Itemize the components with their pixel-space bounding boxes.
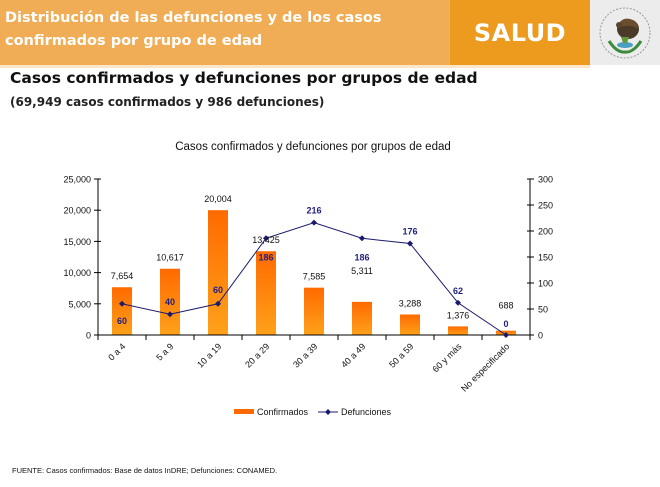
bar-value-label: 20,004 [204, 194, 232, 204]
right-axis-tick-label: 300 [538, 175, 553, 185]
bar-confirmados [256, 251, 276, 335]
bar-value-label: 1,376 [447, 310, 470, 320]
mexican-coat-of-arms-icon [599, 7, 651, 58]
x-category-label: 30 a 39 [291, 341, 319, 369]
x-category-label: 5 a 9 [154, 341, 175, 362]
left-axis-tick-label: 5,000 [68, 299, 91, 309]
bar-confirmados [112, 287, 132, 335]
chart-title: Casos confirmados y defunciones por grup… [175, 141, 451, 153]
bar-value-label: 10,617 [156, 253, 184, 263]
right-axis-tick-label: 150 [538, 253, 553, 263]
legend-label-defunciones: Defunciones [341, 407, 392, 417]
marker-defunciones [359, 235, 365, 242]
section-title: Casos confirmados y defunciones por grup… [10, 69, 478, 87]
legend-label-confirmados: Confirmados [257, 407, 309, 417]
bar-confirmados [448, 326, 468, 335]
left-axis-tick-label: 15,000 [63, 237, 91, 247]
marker-defunciones [215, 300, 221, 307]
x-category-label: 50 a 59 [387, 341, 415, 369]
left-axis-tick-label: 25,000 [63, 175, 91, 185]
bar-value-label: 688 [498, 301, 513, 311]
x-category-label: 40 a 49 [339, 341, 367, 369]
left-axis-tick-label: 0 [86, 331, 91, 341]
line-value-label: 216 [306, 206, 321, 216]
right-axis-tick-label: 0 [538, 331, 543, 341]
x-category-label: 0 a 4 [106, 341, 127, 362]
legend: Confirmados Defunciones [234, 407, 392, 417]
line-value-label: 62 [453, 286, 463, 296]
line-value-label: 176 [402, 226, 417, 236]
source-footnote: FUENTE: Casos confirmados: Base de datos… [12, 466, 278, 475]
bar-confirmados [352, 301, 372, 335]
bar-confirmados [400, 314, 420, 335]
header-underline [0, 65, 590, 68]
marker-defunciones [503, 332, 509, 338]
marker-defunciones [311, 219, 317, 226]
legend-marker-defunciones [325, 409, 331, 415]
header-brand-band: SALUD [450, 0, 590, 65]
logo-area [590, 0, 660, 65]
line-value-label: 60 [213, 285, 223, 295]
line-value-label: 0 [503, 319, 508, 329]
line-value-label: 186 [258, 252, 273, 262]
header-title: Distribución de las defunciones y de los… [5, 10, 382, 49]
header: Distribución de las defunciones y de los… [0, 0, 660, 65]
header-title-band: Distribución de las defunciones y de los… [0, 0, 450, 65]
right-axis-tick-label: 100 [538, 279, 553, 289]
bar-confirmados [304, 287, 324, 335]
right-axis-tick-label: 200 [538, 227, 553, 237]
bar-confirmados [160, 268, 180, 335]
bar-value-label: 7,585 [303, 272, 326, 282]
right-axis-tick-label: 50 [538, 305, 548, 315]
legend-swatch-confirmados [234, 409, 254, 414]
bar-value-label: 7,654 [111, 271, 134, 281]
x-category-label: 20 a 29 [243, 341, 271, 369]
x-category-label: 10 a 19 [195, 341, 223, 369]
marker-defunciones [167, 311, 173, 318]
left-axis-tick-label: 20,000 [63, 206, 91, 216]
left-axis-tick-label: 10,000 [63, 268, 91, 278]
right-axis-tick-label: 250 [538, 201, 553, 211]
bar-value-label: 13,425 [252, 235, 280, 245]
x-category-label: No especificado [459, 341, 511, 393]
bar-confirmados [208, 210, 228, 335]
bar-value-label: 3,288 [399, 298, 422, 308]
marker-defunciones [119, 300, 125, 307]
marker-defunciones [407, 240, 413, 247]
line-value-label: 40 [165, 297, 175, 307]
marker-defunciones [263, 235, 269, 242]
brand-label: SALUD [473, 18, 567, 47]
line-value-label: 60 [117, 316, 127, 326]
section-subtitle: (69,949 casos confirmados y 986 defuncio… [10, 95, 325, 109]
marker-defunciones [455, 299, 461, 306]
x-category-label: 60 y más [431, 341, 464, 374]
bar-value-label: 5,311 [351, 266, 373, 276]
line-value-label: 186 [354, 252, 369, 262]
